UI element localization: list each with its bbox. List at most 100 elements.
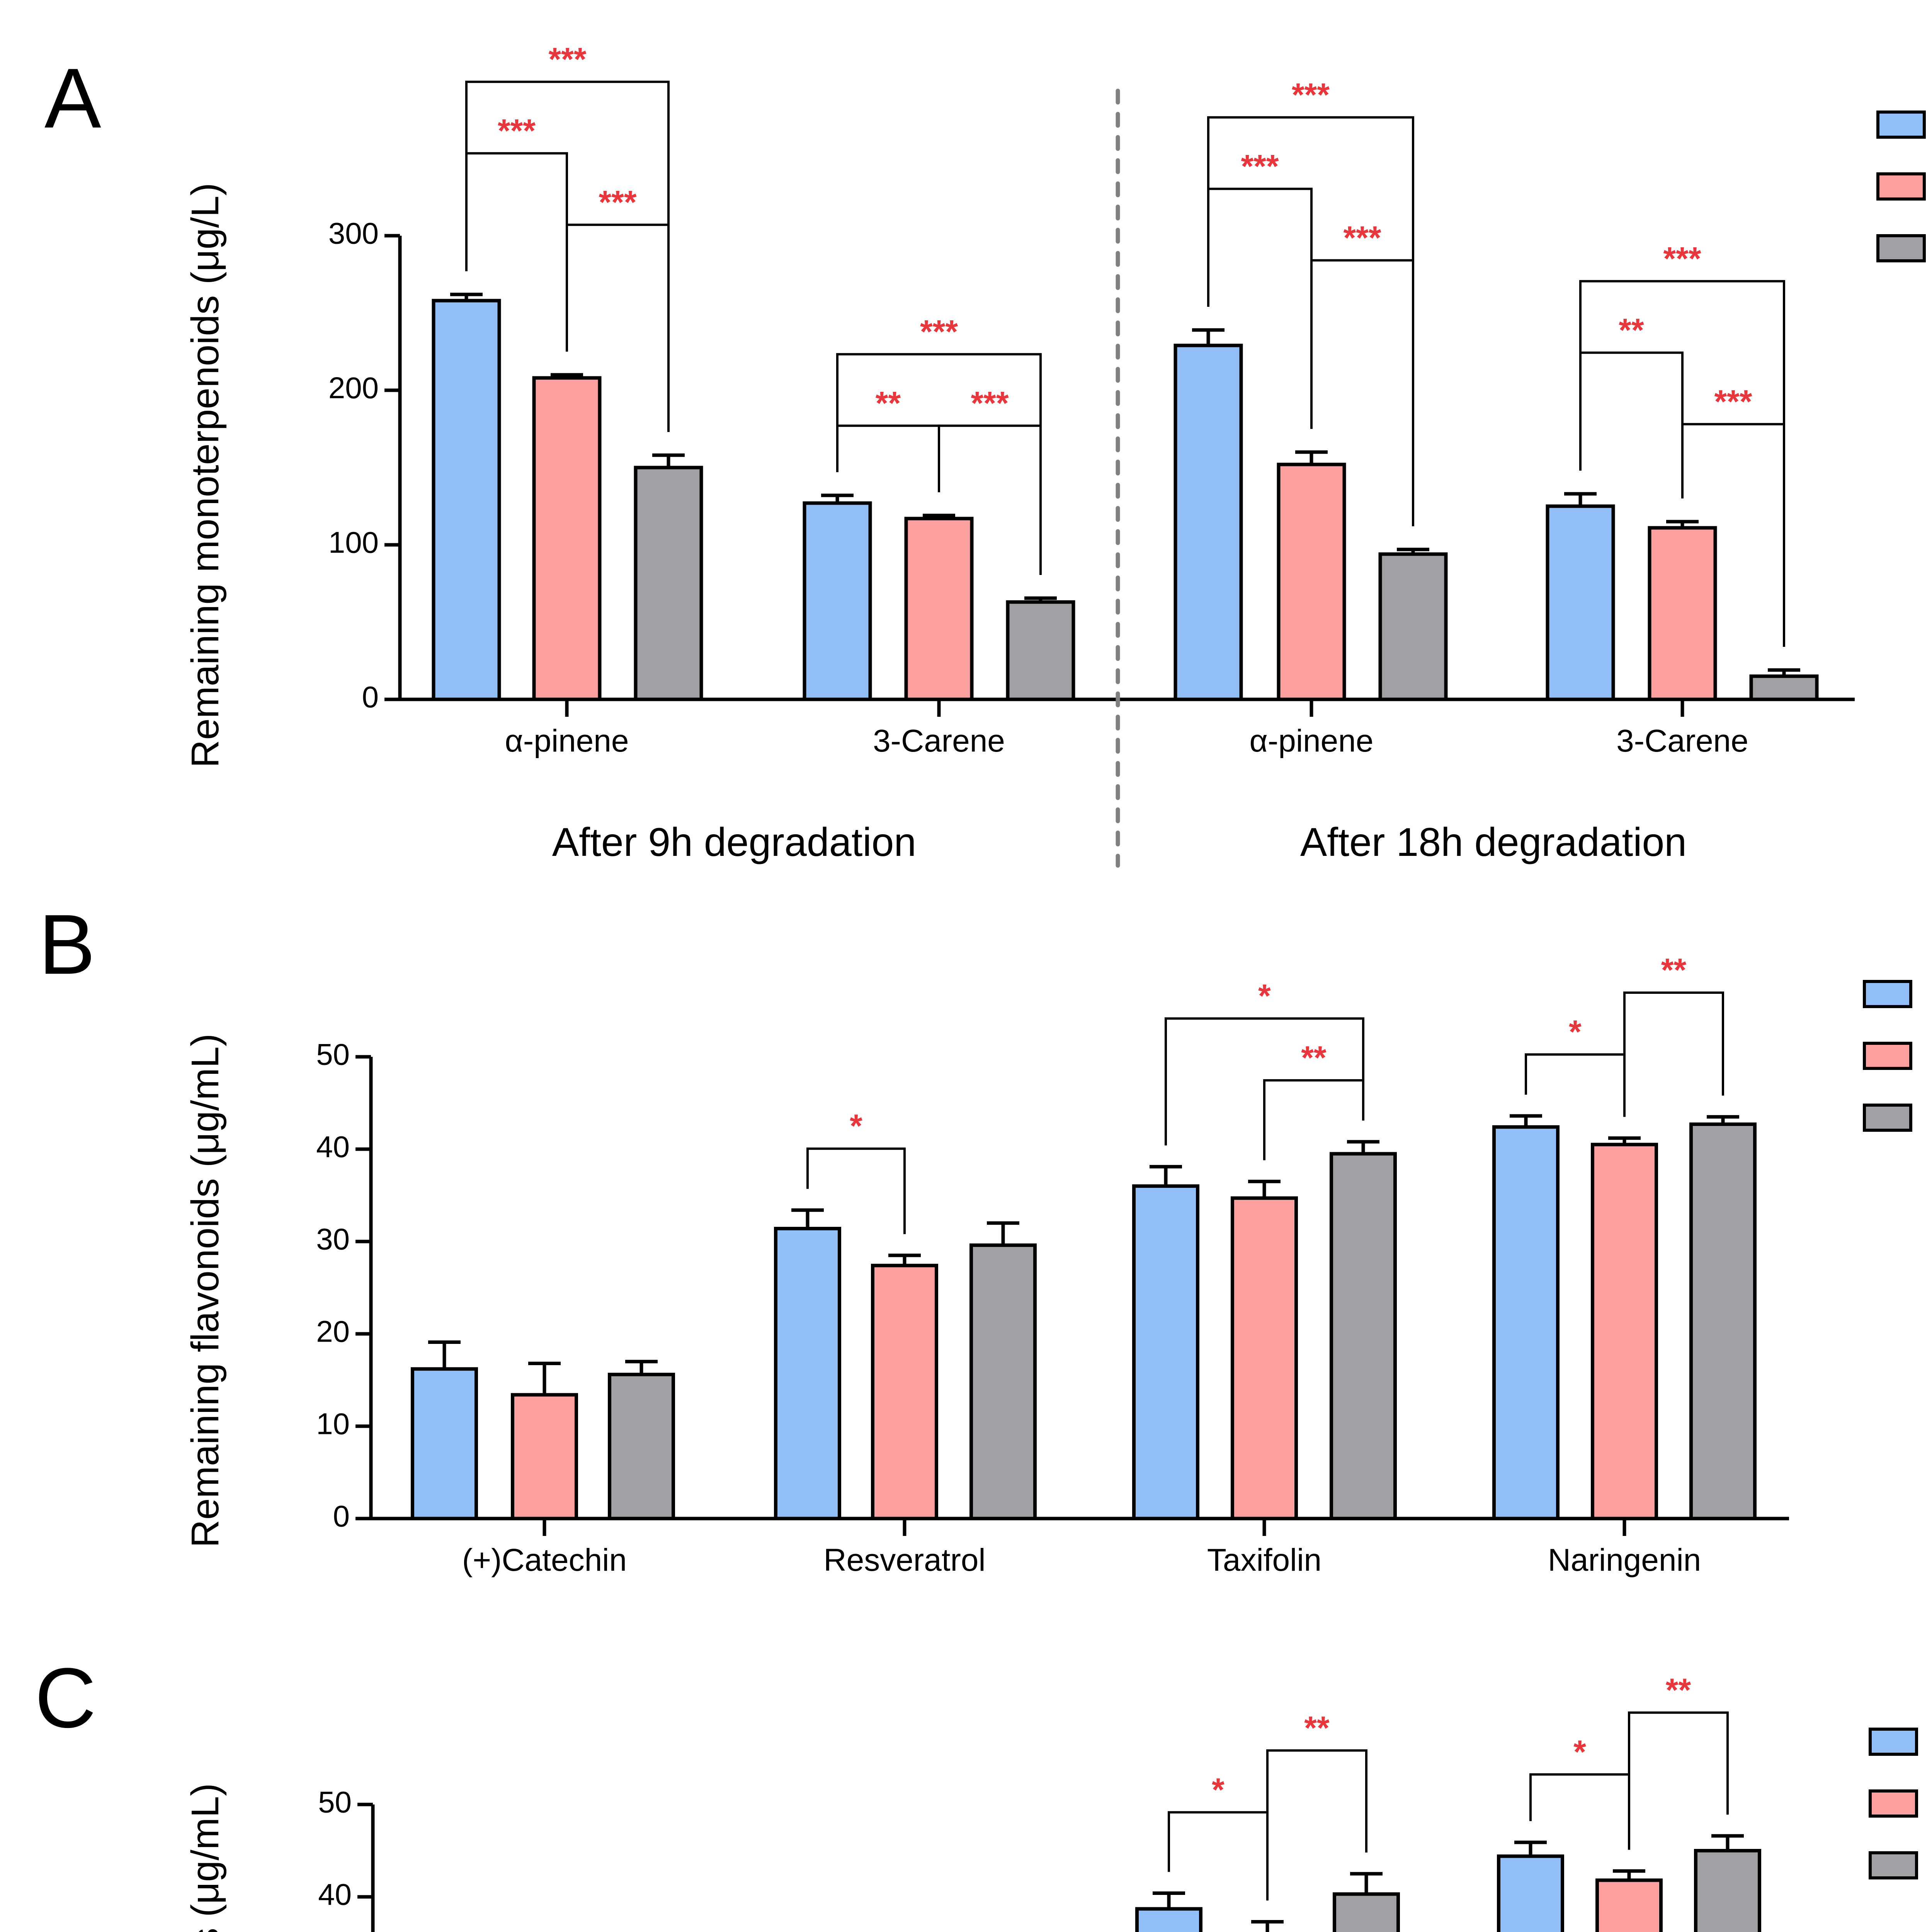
legend-swatch [1876,172,1926,201]
bar [1231,1196,1298,1520]
plot-area-c: 01020304050(+)CatechinResveratrolTaxifol… [318,1672,1761,1932]
panel-a: A Remaining monoterpenoids (μg/L) 0 100 20… [44,41,1926,868]
significance-bracket [1168,1811,1269,1901]
bar [1173,344,1243,701]
legend-item: Control [1876,234,1926,262]
significance-bracket [1525,1053,1626,1117]
bar [774,1227,841,1520]
significance-label: *** [1292,77,1330,113]
legend-item: Oviposition pits [1876,172,1926,201]
significance-label: ** [1619,312,1644,348]
significance-bracket [1628,1711,1729,1850]
bar [511,1393,578,1520]
significance-bracket [566,223,670,432]
bar [1648,526,1717,701]
bar [432,299,501,701]
significance-label: ** [876,385,901,421]
y-tick-label: 0 [333,1499,350,1533]
significance-label: ** [1304,1709,1330,1746]
legend-a: Uninfected phloem Oviposition pits Control [1876,111,1926,262]
bar [532,376,602,701]
bar [1497,1854,1564,1932]
significance-label: *** [498,112,536,149]
bar [871,1264,938,1520]
legend-swatch [1863,1104,1912,1132]
y-tick-label: 30 [316,1222,350,1256]
y-tick-label: 50 [318,1785,352,1819]
y-axis-label-c: Remaining flavonoids (μg/mL) [184,1783,227,1932]
y-axis-label-b: Remaining flavonoids (μg/mL) [184,1034,227,1548]
significance-label: *** [548,41,586,77]
legend-swatch [1876,234,1926,262]
significance-label: *** [1241,148,1279,184]
bar [634,466,703,701]
x-tick-label: Naringenin [1548,1543,1701,1578]
bar [1132,1184,1199,1520]
group-title-18h: After 18h degradation [1300,820,1687,865]
bar [969,1243,1037,1520]
bar [608,1372,675,1520]
bar [1749,674,1819,701]
y-tick-label: 100 [328,526,379,560]
bar [1492,1125,1560,1520]
legend-item: Uninfected phloem [1863,980,1912,1008]
significance-label: *** [971,385,1009,421]
bar [1694,1849,1761,1932]
legend-swatch [1863,1042,1912,1070]
significance-label: * [1573,1733,1586,1770]
bar [1333,1892,1400,1932]
significance-bracket [1310,259,1414,526]
x-tick-label: Resveratrol [823,1543,985,1578]
panel-letter-b: B [39,897,95,992]
legend-item: Oviposition pits [1863,1042,1912,1070]
legend-item: Control [1863,1104,1912,1132]
significance-label: * [1258,978,1271,1014]
bar [411,1367,478,1520]
significance-bracket [806,1147,906,1234]
panel-letter-c: C [35,1650,96,1745]
significance-bracket [1529,1773,1630,1850]
significance-bracket [1263,1079,1364,1160]
bar [1135,1907,1202,1932]
bar [1591,1143,1658,1520]
y-tick-label: 20 [316,1315,350,1349]
x-tick-label: 3-Carene [1616,723,1748,759]
plot-area-a: 0 100 200 300 α-pinene 3-Carene α-pinene 3-Care… [328,41,1855,759]
significance-label: * [1569,1014,1582,1050]
significance-bracket [1165,1017,1364,1146]
bar [1689,1122,1757,1520]
significance-bracket [938,424,1042,575]
significance-label: * [850,1108,862,1144]
legend-swatch [1876,111,1926,139]
significance-bracket [1579,351,1684,498]
bar [1378,552,1448,701]
bar [1546,504,1615,701]
legend-swatch [1869,1728,1918,1756]
y-tick-label: 0 [362,680,379,714]
significance-label: *** [1714,383,1752,420]
legend-swatch [1869,1789,1918,1818]
bar [1595,1878,1663,1932]
legend-item: Uninfected phloem [1876,111,1926,139]
legend-item: Oviposition pits [1869,1789,1918,1818]
legend-c: Uninfected phloem Oviposition pits Control [1869,1728,1918,1879]
bar [1277,463,1346,701]
bar [1330,1152,1397,1520]
legend-b: Uninfected phloem Oviposition pits Control [1863,980,1912,1132]
significance-label: *** [920,313,958,350]
group-title-9h: After 9h degradation [552,820,916,865]
significance-label: ** [1301,1039,1327,1076]
bar [1006,600,1075,701]
legend-item: Control [1869,1851,1918,1879]
y-tick-label: 300 [328,216,379,250]
bar [904,517,974,701]
x-tick-label: (+)Catechin [462,1543,627,1578]
significance-bracket [1623,991,1724,1117]
x-tick-label: α-pinene [505,723,629,759]
plot-area-b: 0 10 20 30 40 50 (+)Catechin Resveratrol Taxifol… [316,952,1789,1578]
significance-label: ** [1666,1672,1691,1708]
y-tick-label: 10 [316,1407,350,1441]
y-tick-label: 50 [316,1037,350,1071]
legend-swatch [1863,980,1912,1008]
